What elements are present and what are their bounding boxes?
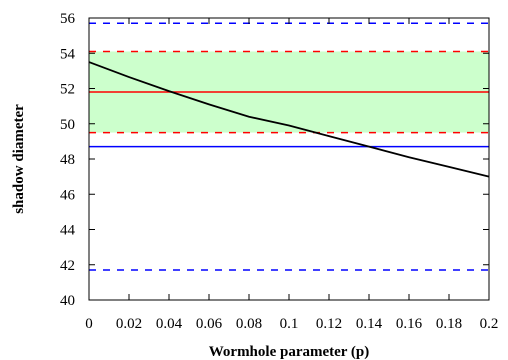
series-layer	[88, 61, 490, 178]
y-tick-label: 40	[60, 293, 75, 309]
x-tick-label: 0.2	[480, 316, 499, 332]
ticks-layer: 0 0.02 0.04 0.06 0.08 0.1 0.12 0.14 0.16 0.18 0.2 4…	[60, 11, 498, 332]
y-axis-title: shadow diameter	[11, 104, 27, 214]
x-tick-label: 0.14	[356, 316, 383, 332]
x-tick-label: 0.12	[316, 316, 342, 332]
x-tick-label: 0.02	[116, 316, 142, 332]
x-tick-label: 0	[85, 316, 93, 332]
x-tick-label: 0.04	[156, 316, 183, 332]
x-tick-label: 0.08	[236, 316, 262, 332]
y-tick-label: 50	[60, 117, 75, 133]
x-tick-label: 0.18	[436, 316, 462, 332]
x-tick-label: 0.06	[196, 316, 223, 332]
y-tick-label: 44	[60, 223, 76, 239]
series-line	[88, 61, 490, 178]
y-tick-label: 54	[60, 46, 76, 62]
y-tick-label: 56	[60, 11, 76, 27]
x-tick-label: 0.1	[280, 316, 299, 332]
x-tick-label: 0.16	[396, 316, 423, 332]
y-tick-label: 42	[60, 258, 75, 274]
y-tick-label: 48	[60, 152, 75, 168]
y-tick-label: 46	[60, 187, 76, 203]
x-axis-title: Wormhole parameter (p)	[209, 344, 370, 360]
y-tick-label: 52	[60, 82, 75, 98]
